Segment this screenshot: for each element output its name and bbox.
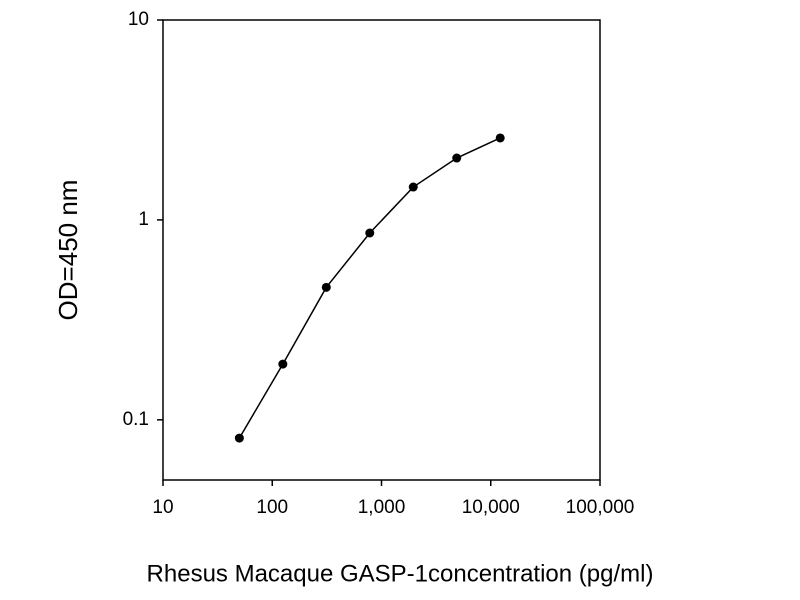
y-tick-label: 1 xyxy=(138,209,149,230)
x-axis-label: Rhesus Macaque GASP-1concentration (pg/m… xyxy=(147,560,654,587)
x-tick-label: 10 xyxy=(152,497,173,518)
series-line xyxy=(238,137,501,439)
data-point xyxy=(452,153,462,163)
x-tick-label: 100,000 xyxy=(566,497,635,518)
y-axis-label: OD=450 nm xyxy=(53,180,83,321)
x-tick-label: 100 xyxy=(256,497,288,518)
x-tick-label: 10,000 xyxy=(462,497,520,518)
data-point xyxy=(365,228,375,238)
plot-frame xyxy=(162,19,601,481)
data-point xyxy=(495,133,505,143)
x-tick-label: 1,000 xyxy=(358,497,406,518)
data-point xyxy=(278,359,288,369)
data-point xyxy=(321,282,331,292)
data-point xyxy=(408,182,418,192)
y-tick-label: 10 xyxy=(128,9,149,30)
y-tick-label: 0.1 xyxy=(123,409,149,430)
data-point xyxy=(234,433,244,443)
